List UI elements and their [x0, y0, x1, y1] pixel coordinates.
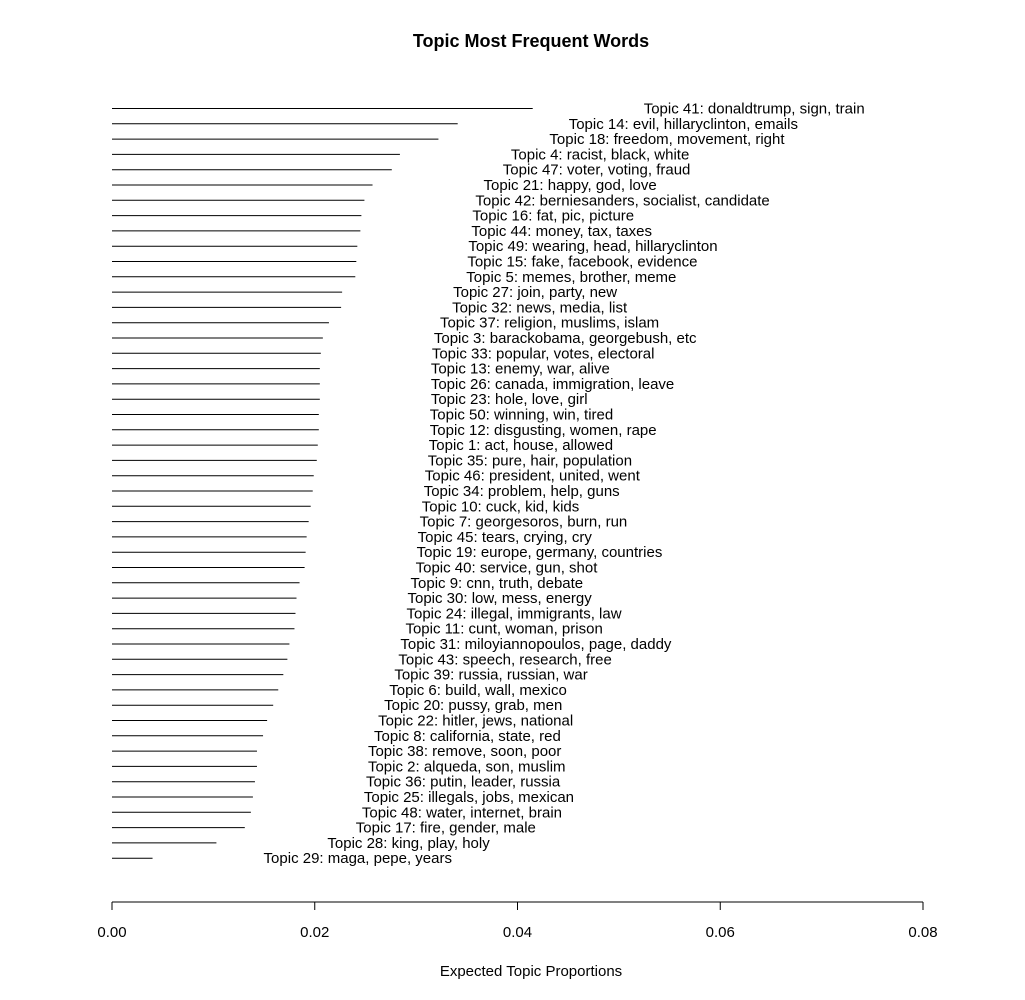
chart-title: Topic Most Frequent Words: [413, 31, 649, 51]
x-tick-label: 0.06: [706, 924, 735, 941]
x-tick-label: 0.00: [97, 924, 126, 941]
topic-label: Topic 38: remove, soon, poor: [368, 743, 561, 760]
topic-label: Topic 46: president, united, went: [425, 468, 641, 485]
topic-label: Topic 44: money, tax, taxes: [471, 223, 652, 240]
topic-label: Topic 7: georgesoros, burn, run: [420, 514, 628, 531]
topic-label: Topic 15: fake, facebook, evidence: [467, 254, 697, 271]
topic-label: Topic 25: illegals, jobs, mexican: [364, 789, 574, 806]
topic-label: Topic 34: problem, help, guns: [424, 483, 620, 500]
topic-label: Topic 48: water, internet, brain: [362, 804, 562, 821]
topic-label: Topic 13: enemy, war, alive: [431, 361, 610, 378]
topic-label: Topic 11: cunt, woman, prison: [405, 621, 602, 638]
topic-label: Topic 9: cnn, truth, debate: [411, 575, 584, 592]
topic-label: Topic 39: russia, russian, war: [394, 667, 587, 684]
topic-label: Topic 31: miloyiannopoulos, page, daddy: [400, 636, 672, 653]
topic-label: Topic 8: california, state, red: [374, 728, 561, 745]
topic-label: Topic 10: cuck, kid, kids: [422, 498, 580, 515]
topic-label: Topic 49: wearing, head, hillaryclinton: [468, 238, 717, 255]
x-axis: 0.00 0.02 0.04 0.06 0.08: [97, 901, 938, 941]
topic-label: Topic 45: tears, crying, cry: [418, 529, 593, 546]
topic-label: Topic 43: speech, research, free: [398, 651, 611, 668]
topic-label: Topic 41: donaldtrump, sign, train: [644, 101, 865, 118]
topic-label: Topic 35: pure, hair, population: [428, 452, 632, 469]
topic-label: Topic 47: voter, voting, fraud: [503, 162, 691, 179]
topic-label: Topic 24: illegal, immigrants, law: [406, 605, 621, 622]
topic-label: Topic 4: racist, black, white: [511, 146, 689, 163]
topic-label: Topic 16: fat, pic, picture: [472, 208, 634, 225]
x-axis-title: Expected Topic Proportions: [440, 963, 622, 980]
topic-label: Topic 21: happy, god, love: [484, 177, 657, 194]
topic-label: Topic 23: hole, love, girl: [431, 391, 588, 408]
topic-label: Topic 18: freedom, movement, right: [549, 131, 785, 148]
topic-label: Topic 29: maga, pepe, years: [264, 850, 452, 867]
topic-label: Topic 30: low, mess, energy: [408, 590, 593, 607]
topic-label: Topic 40: service, gun, shot: [416, 560, 599, 577]
topic-label: Topic 33: popular, votes, electoral: [432, 345, 655, 362]
x-tick-label: 0.08: [908, 924, 937, 941]
topic-label: Topic 17: fire, gender, male: [356, 820, 536, 837]
topic-label: Topic 2: alqueda, son, muslim: [368, 758, 566, 775]
topic-label: Topic 12: disgusting, women, rape: [430, 422, 657, 439]
topic-label: Topic 1: act, house, allowed: [429, 437, 613, 454]
topic-label: Topic 6: build, wall, mexico: [389, 682, 567, 699]
topic-label: Topic 50: winning, win, tired: [430, 407, 613, 424]
topic-label: Topic 5: memes, brother, meme: [466, 269, 676, 286]
topic-label: Topic 14: evil, hillaryclinton, emails: [569, 116, 798, 133]
topic-label: Topic 36: putin, leader, russia: [366, 774, 561, 791]
topic-label: Topic 3: barackobama, georgebush, etc: [434, 330, 697, 347]
topic-label: Topic 20: pussy, grab, men: [384, 697, 562, 714]
topic-label: Topic 27: join, party, new: [453, 284, 617, 301]
x-tick-label: 0.02: [300, 924, 329, 941]
topic-label: Topic 28: king, play, holy: [327, 835, 490, 852]
topic-label: Topic 42: berniesanders, socialist, cand…: [475, 192, 769, 209]
topic-label: Topic 22: hitler, jews, national: [378, 713, 573, 730]
topic-labels-group: Topic 41: donaldtrump, sign, trainTopic …: [264, 101, 865, 868]
topic-label: Topic 26: canada, immigration, leave: [431, 376, 674, 393]
bars-group: [112, 108, 533, 859]
topic-label: Topic 37: religion, muslims, islam: [440, 315, 659, 332]
topic-label: Topic 32: news, media, list: [452, 299, 628, 316]
topic-label: Topic 19: europe, germany, countries: [417, 544, 663, 561]
x-tick-label: 0.04: [503, 924, 532, 941]
